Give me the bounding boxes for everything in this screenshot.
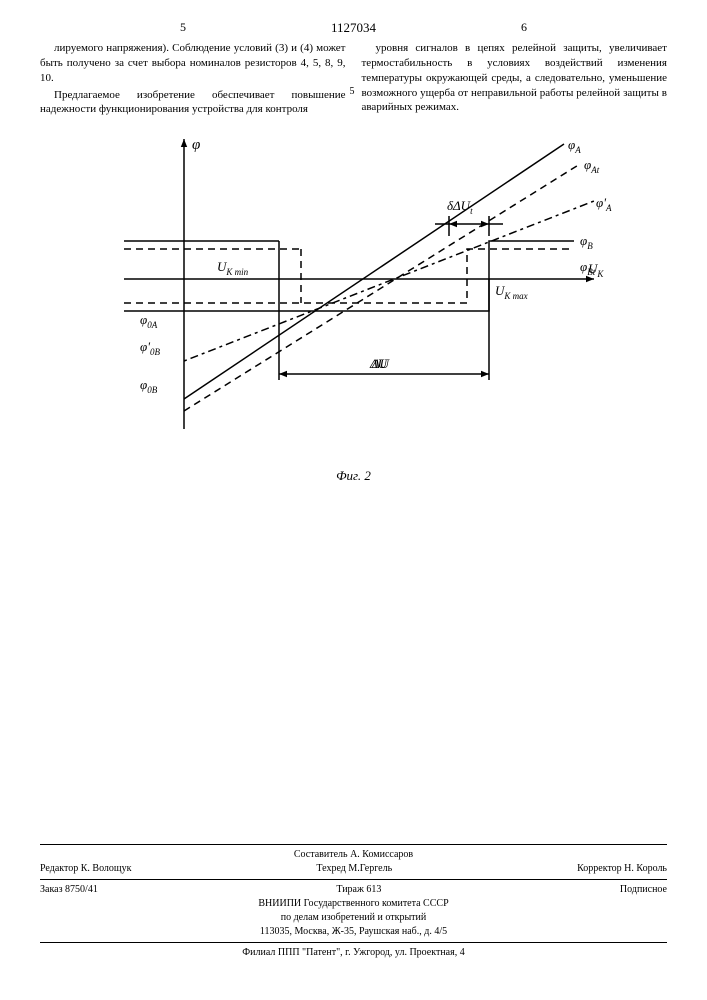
body-columns: лируемого напряжения). Соблюдение услови… bbox=[40, 41, 667, 119]
figure-svg: φUКΔUΔUδΔUtφAφAtφ'AφBφBtφ0Aφ'0Bφ0BUК min… bbox=[94, 129, 614, 459]
footer-org1: ВНИИПИ Государственного комитета СССР bbox=[40, 897, 667, 911]
svg-text:UК min: UК min bbox=[217, 259, 249, 277]
footer-podpisnoe: Подписное bbox=[620, 883, 667, 897]
figure-2: φUКΔUΔUδΔUtφAφAtφ'AφBφBtφ0Aφ'0Bφ0BUК min… bbox=[40, 129, 667, 484]
figure-caption: Фиг. 2 bbox=[40, 468, 667, 484]
footer-tirazh: Тираж 613 bbox=[336, 883, 381, 897]
footer: Составитель А. Комиссаров Редактор К. Во… bbox=[40, 841, 667, 960]
footer-order: Заказ 8750/41 bbox=[40, 883, 98, 897]
left-p1: лируемого напряжения). Соблюдение услови… bbox=[40, 41, 346, 86]
svg-text:φAt: φAt bbox=[584, 157, 600, 175]
footer-techred: Техред М.Гергель bbox=[316, 862, 392, 876]
right-p1: уровня сигналов в цепях релейной защиты,… bbox=[362, 41, 668, 115]
line-marker-5: 5 bbox=[350, 86, 355, 97]
footer-org2: по делам изобретений и открытий bbox=[40, 911, 667, 925]
svg-text:φA: φA bbox=[568, 137, 581, 155]
page-container: 5 6 1127034 5 лируемого напряжения). Соб… bbox=[0, 0, 707, 1000]
footer-corrector: Корректор Н. Король bbox=[577, 862, 667, 876]
svg-text:φB: φB bbox=[580, 233, 593, 251]
svg-text:UК max: UК max bbox=[495, 283, 528, 301]
footer-editor: Редактор К. Волощук bbox=[40, 862, 131, 876]
footer-address1: 113035, Москва, Ж-35, Раушская наб., д. … bbox=[40, 925, 667, 939]
left-p2: Предлагаемое изобретение обеспечивает по… bbox=[40, 88, 346, 118]
svg-text:φ: φ bbox=[192, 137, 200, 153]
right-column: уровня сигналов в цепях релейной защиты,… bbox=[362, 41, 668, 119]
svg-text:φ'A: φ'A bbox=[596, 195, 612, 213]
svg-text:ΔU: ΔU bbox=[369, 356, 389, 371]
svg-text:φ'0B: φ'0B bbox=[140, 339, 160, 357]
patent-number: 1127034 bbox=[0, 20, 707, 36]
svg-text:φ0A: φ0A bbox=[140, 312, 158, 330]
footer-filial: Филиал ППП "Патент", г. Ужгород, ул. Про… bbox=[40, 946, 667, 960]
footer-compiler: Составитель А. Комиссаров bbox=[40, 848, 667, 862]
left-column: лируемого напряжения). Соблюдение услови… bbox=[40, 41, 346, 119]
svg-text:φ0B: φ0B bbox=[140, 377, 158, 395]
